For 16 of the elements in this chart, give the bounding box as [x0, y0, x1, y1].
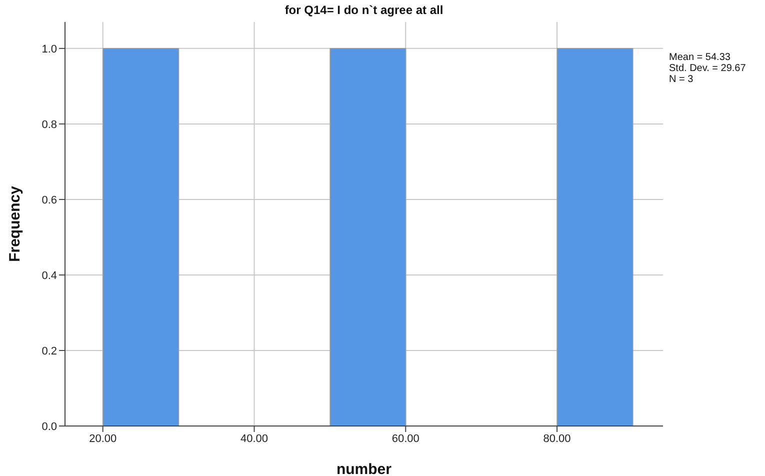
- chart-title: for Q14= I do n`t agree at all: [284, 3, 444, 17]
- x-tick-label: 40.00: [240, 432, 268, 445]
- y-tick-label: 1.0: [42, 43, 57, 56]
- x-tick-label: 20.00: [89, 432, 117, 445]
- x-axis-title: number: [336, 461, 392, 476]
- y-tick-label: 0.8: [42, 118, 57, 131]
- y-tick-label: 0.6: [42, 194, 57, 206]
- text: N = 3: [669, 74, 694, 85]
- x-tick-label: 80.00: [543, 432, 571, 445]
- y-tick-label: 0.4: [42, 270, 57, 282]
- text: Mean = 54.33: [669, 52, 732, 63]
- y-tick-label: 0.0: [42, 420, 57, 433]
- x-tick-label: 60.00: [392, 432, 420, 445]
- y-tick-label: 0.2: [42, 345, 57, 358]
- text: Std. Dev. = 29.67: [669, 63, 746, 74]
- y-axis-title: Frequency: [6, 185, 24, 262]
